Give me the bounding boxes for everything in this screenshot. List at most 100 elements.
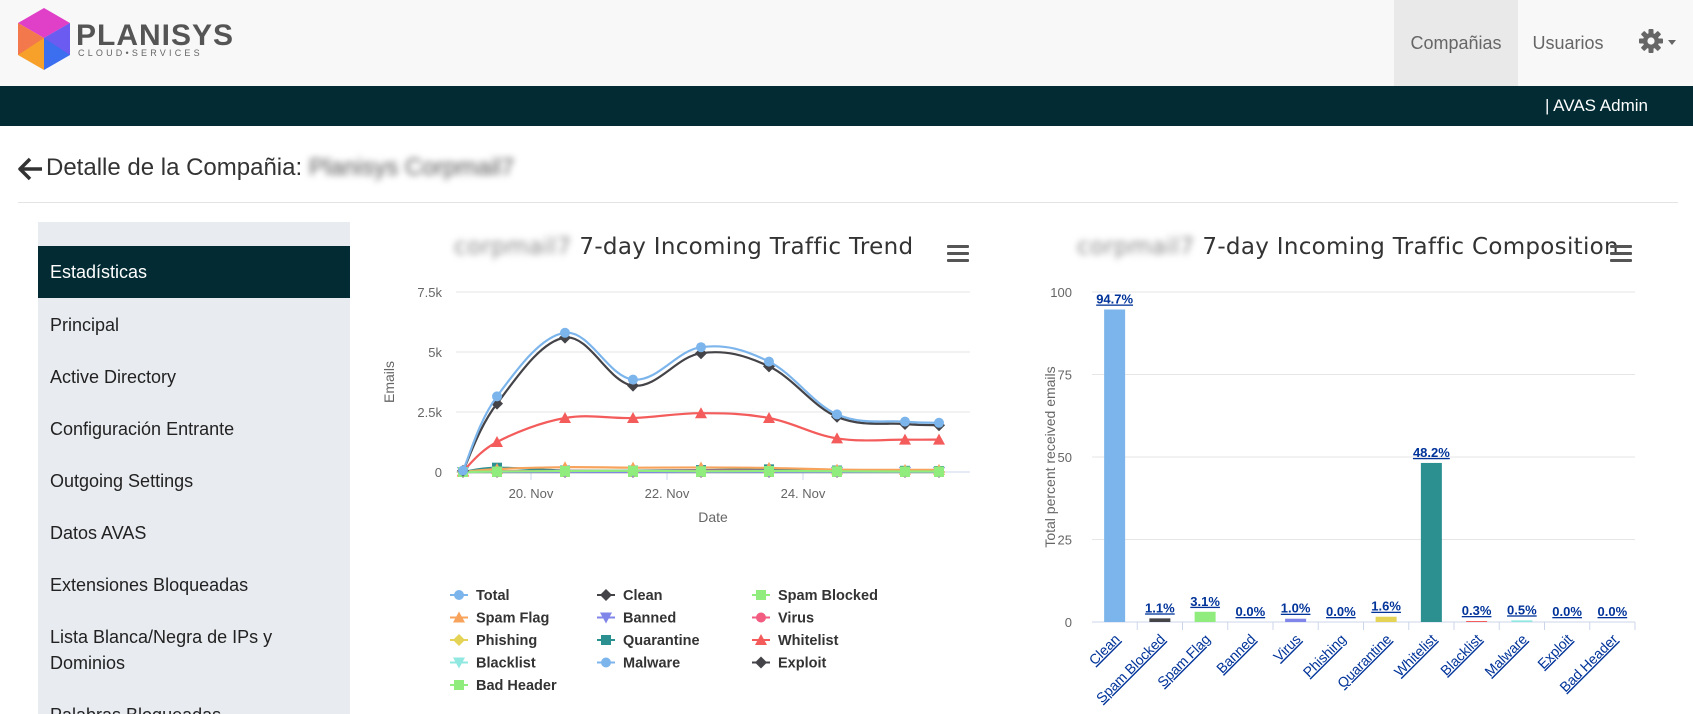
sidebar-item-configuracion-entrante[interactable]: Configuración Entrante <box>50 419 235 439</box>
sidebar-item-principal[interactable]: Principal <box>50 315 120 335</box>
composition-y-tick: 0 <box>1065 615 1072 630</box>
nav-companies[interactable]: Compañias <box>1394 0 1518 86</box>
data-point-spam-blocked <box>832 466 842 477</box>
series-line-total <box>461 331 940 472</box>
bar-label-spam-blocked[interactable]: 1.1% <box>1145 600 1175 615</box>
data-point-whitelist <box>627 412 639 423</box>
composition-chart-title: corpmail7 7-day Incoming Traffic Composit… <box>1077 234 1619 260</box>
bar-label-exploit[interactable]: 0.0% <box>1552 604 1582 619</box>
nav-users[interactable]: Usuarios <box>1532 33 1604 53</box>
category-link-whitelist[interactable]: Whitelist <box>1391 631 1440 680</box>
legend-label-virus: Virus <box>778 611 814 627</box>
data-point-whitelist <box>763 412 775 423</box>
legend-item-banned[interactable]: Banned <box>597 611 676 627</box>
data-point-spam-blocked <box>764 466 774 477</box>
bar-label-blacklist[interactable]: 0.3% <box>1462 603 1492 618</box>
planisys-logo[interactable]: PLANISYS CLOUD•SERVICES <box>16 8 246 74</box>
bar-spam-blocked <box>1149 618 1171 622</box>
composition-chart: 0 25 50 75 100 Total percent received emails 9… <box>1042 285 1636 706</box>
legend-item-spam-flag[interactable]: Spam Flag <box>450 611 549 627</box>
data-point-total <box>560 327 570 338</box>
sidebar-item-datos-avas[interactable]: Datos AVAS <box>50 523 147 543</box>
legend-item-phishing[interactable]: Phishing <box>450 633 537 649</box>
legend-item-quarantine[interactable]: Quarantine <box>597 633 700 649</box>
legend-item-whitelist[interactable]: Whitelist <box>752 633 839 649</box>
bar-malware <box>1511 620 1533 622</box>
legend-item-blacklist[interactable]: Blacklist <box>450 656 536 672</box>
category-link-virus[interactable]: Virus <box>1270 631 1304 665</box>
composition-chart-title-prefix: corpmail7 <box>1077 234 1195 260</box>
legend-label-phishing: Phishing <box>476 633 537 649</box>
category-link-malware[interactable]: Malware <box>1481 631 1530 680</box>
legend-item-spam-blocked[interactable]: Spam Blocked <box>752 588 878 604</box>
trend-chart-title-prefix: corpmail7 <box>454 234 572 260</box>
legend-label-banned: Banned <box>623 611 676 627</box>
legend-label-total: Total <box>476 588 510 604</box>
logo-subtext: CLOUD•SERVICES <box>78 48 203 58</box>
bar-label-whitelist[interactable]: 48.2% <box>1413 445 1450 460</box>
settings-dropdown[interactable] <box>1630 0 1686 86</box>
current-user-label[interactable]: | AVAS Admin <box>1544 96 1648 115</box>
bar-whitelist <box>1420 462 1442 622</box>
legend-label-whitelist: Whitelist <box>778 633 839 649</box>
sidebar-item-estadisticas[interactable]: Estadísticas <box>38 246 350 298</box>
divider <box>18 202 1678 203</box>
data-point-whitelist <box>831 432 843 444</box>
data-point-spam-blocked <box>934 466 944 477</box>
composition-y-tick: 75 <box>1058 368 1072 383</box>
trend-chart-title-text: 7-day Incoming Traffic Trend <box>579 234 914 260</box>
bar-label-phishing[interactable]: 0.0% <box>1326 604 1356 619</box>
sidebar-item-palabras-bloqueadas[interactable]: Palabras Bloqueadas <box>38 702 350 714</box>
legend-marker-banned <box>600 612 612 624</box>
category-link-banned[interactable]: Banned <box>1213 631 1258 676</box>
logo-text: PLANISYS <box>76 19 234 52</box>
sidebar-item-lista-blanca-negra[interactable]: Lista Blanca/Negra de IPs y Dominios <box>50 627 273 673</box>
legend-marker-phishing <box>453 634 465 646</box>
trend-x-tick: 20. Nov <box>509 486 554 501</box>
bar-label-quarantine[interactable]: 1.6% <box>1371 599 1401 614</box>
data-point-whitelist <box>695 407 707 419</box>
data-point-total <box>832 409 842 420</box>
trend-y-tick: 2.5k <box>417 405 442 420</box>
data-point-total <box>492 391 502 402</box>
category-link-clean[interactable]: Clean <box>1086 631 1123 668</box>
legend-item-malware[interactable]: Malware <box>597 656 680 672</box>
legend-marker-quarantine <box>601 635 611 645</box>
data-point-spam-blocked <box>492 466 502 477</box>
data-point-whitelist <box>491 436 503 447</box>
legend-item-total[interactable]: Total <box>450 588 510 604</box>
sidebar-item-active-directory[interactable]: Active Directory <box>50 367 177 387</box>
bar-label-malware[interactable]: 0.5% <box>1507 602 1537 617</box>
series-line-clean <box>462 336 940 472</box>
data-point-whitelist <box>933 433 945 445</box>
legend-item-bad-header[interactable]: Bad Header <box>450 678 557 694</box>
legend-item-virus[interactable]: Virus <box>752 611 814 627</box>
sidebar: Estadísticas Principal Active Directory … <box>38 222 350 714</box>
category-link-exploit[interactable]: Exploit <box>1534 631 1575 672</box>
bar-label-spam-flag[interactable]: 3.1% <box>1190 594 1220 609</box>
bar-label-virus[interactable]: 1.0% <box>1281 601 1311 616</box>
legend-marker-exploit <box>755 656 767 669</box>
legend-item-exploit[interactable]: Exploit <box>752 656 827 672</box>
composition-y-tick: 25 <box>1058 533 1072 548</box>
arrow-left-icon[interactable] <box>18 157 44 181</box>
composition-chart-menu-icon[interactable] <box>1610 245 1632 263</box>
legend-label-quarantine: Quarantine <box>623 633 700 649</box>
sidebar-item-extensiones-bloqueadas[interactable]: Extensiones Bloqueadas <box>50 575 249 595</box>
bar-label-bad-header[interactable]: 0.0% <box>1598 604 1628 619</box>
data-point-total <box>628 374 638 385</box>
data-point-spam-blocked <box>628 465 638 476</box>
trend-x-axis-title: Date <box>698 509 728 525</box>
sidebar-item-outgoing-settings[interactable]: Outgoing Settings <box>50 471 194 491</box>
legend-item-clean[interactable]: Clean <box>597 588 663 604</box>
data-point-total <box>696 342 706 353</box>
trend-x-tick: 22. Nov <box>645 486 690 501</box>
trend-chart-title: corpmail7 7-day Incoming Traffic Trend <box>454 234 913 260</box>
bar-label-clean[interactable]: 94.7% <box>1096 291 1133 306</box>
bar-label-banned[interactable]: 0.0% <box>1236 604 1266 619</box>
data-point-total <box>934 417 944 428</box>
bar-spam-flag <box>1194 611 1216 622</box>
category-link-blacklist[interactable]: Blacklist <box>1437 631 1485 679</box>
trend-chart-menu-icon[interactable] <box>947 245 969 263</box>
legend-label-blacklist: Blacklist <box>476 656 536 672</box>
